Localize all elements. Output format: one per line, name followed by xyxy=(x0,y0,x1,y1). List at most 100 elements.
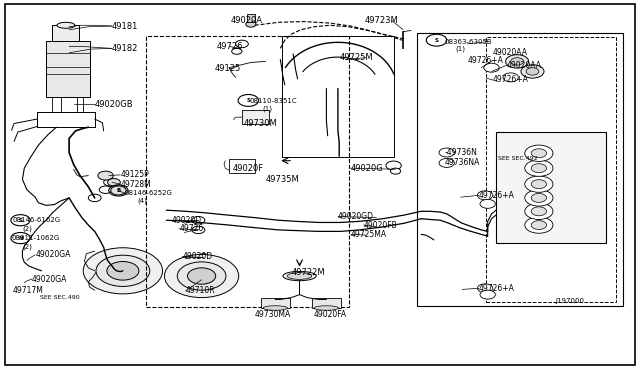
Circle shape xyxy=(439,148,454,157)
Text: 49723M: 49723M xyxy=(365,16,399,25)
Text: 49020AA: 49020AA xyxy=(507,61,542,70)
Circle shape xyxy=(477,191,493,200)
Circle shape xyxy=(480,199,495,208)
Circle shape xyxy=(164,254,239,298)
Circle shape xyxy=(83,248,163,294)
Ellipse shape xyxy=(263,306,287,310)
Text: 49125: 49125 xyxy=(214,64,241,73)
Text: 49722M: 49722M xyxy=(291,268,325,277)
Text: -49736N: -49736N xyxy=(445,148,477,157)
Text: 49726: 49726 xyxy=(179,224,204,233)
Circle shape xyxy=(480,290,495,299)
Text: 49725MA: 49725MA xyxy=(351,230,387,239)
Circle shape xyxy=(484,63,499,72)
Text: 49736NA: 49736NA xyxy=(445,158,480,167)
Text: 49728M: 49728M xyxy=(120,180,151,189)
Circle shape xyxy=(232,48,242,54)
Circle shape xyxy=(177,262,226,290)
Circle shape xyxy=(104,179,116,186)
Text: 49020A: 49020A xyxy=(230,16,262,25)
Circle shape xyxy=(531,180,547,189)
Circle shape xyxy=(111,186,126,195)
Text: 49730M: 49730M xyxy=(243,119,277,128)
Text: (1): (1) xyxy=(456,46,466,52)
Bar xyxy=(282,36,394,157)
Text: 49181: 49181 xyxy=(112,22,138,31)
Bar xyxy=(312,298,341,308)
Text: 49020GB: 49020GB xyxy=(95,100,133,109)
Text: S: S xyxy=(435,38,438,43)
Circle shape xyxy=(88,194,101,202)
Text: 49020D: 49020D xyxy=(172,216,202,225)
Circle shape xyxy=(192,226,205,234)
Circle shape xyxy=(96,255,150,286)
Circle shape xyxy=(246,21,256,27)
Circle shape xyxy=(98,171,113,180)
Text: N: N xyxy=(18,235,23,241)
Ellipse shape xyxy=(283,272,316,280)
Text: 49182: 49182 xyxy=(112,44,138,53)
Circle shape xyxy=(503,73,518,82)
Circle shape xyxy=(390,168,401,174)
Circle shape xyxy=(108,179,120,186)
Text: 49020GA: 49020GA xyxy=(35,250,70,259)
Circle shape xyxy=(531,207,547,216)
Text: 49020FB: 49020FB xyxy=(364,221,397,230)
Bar xyxy=(146,36,349,307)
Text: 49726+A: 49726+A xyxy=(479,191,515,200)
Circle shape xyxy=(531,193,547,202)
Text: 08363-6305B: 08363-6305B xyxy=(445,39,492,45)
Text: J197000: J197000 xyxy=(556,298,584,304)
Text: 08146-6252G: 08146-6252G xyxy=(125,190,173,196)
Ellipse shape xyxy=(57,22,75,28)
Bar xyxy=(229,159,255,173)
Text: 08146-6162G: 08146-6162G xyxy=(13,217,61,223)
Bar xyxy=(52,25,79,41)
Text: 49020FA: 49020FA xyxy=(314,310,347,319)
Text: 49726: 49726 xyxy=(216,42,243,51)
Circle shape xyxy=(525,145,553,161)
Text: (4): (4) xyxy=(138,198,147,204)
Text: 49726+A: 49726+A xyxy=(467,56,503,65)
Text: (2): (2) xyxy=(22,225,32,232)
Circle shape xyxy=(531,164,547,173)
Ellipse shape xyxy=(287,273,312,279)
Bar xyxy=(247,14,255,22)
Circle shape xyxy=(236,40,248,48)
Text: 49125P: 49125P xyxy=(120,170,149,179)
Text: 08911-1062G: 08911-1062G xyxy=(12,235,60,241)
Circle shape xyxy=(525,217,553,233)
Circle shape xyxy=(531,149,547,158)
Text: 49725M: 49725M xyxy=(339,53,373,62)
Circle shape xyxy=(506,55,529,68)
Bar xyxy=(402,31,403,48)
Bar xyxy=(417,33,623,306)
Text: S: S xyxy=(19,218,22,223)
Text: 49020D: 49020D xyxy=(182,252,212,261)
Text: 49020GA: 49020GA xyxy=(32,275,67,283)
Circle shape xyxy=(188,268,216,284)
Text: S: S xyxy=(246,98,250,103)
Text: 49735M: 49735M xyxy=(266,175,300,184)
Text: 49726+A: 49726+A xyxy=(493,76,529,84)
Text: 49020AA: 49020AA xyxy=(493,48,528,57)
Circle shape xyxy=(511,58,524,65)
Text: 49020G: 49020G xyxy=(351,164,383,173)
Circle shape xyxy=(525,160,553,176)
Text: SEE SEC.492: SEE SEC.492 xyxy=(498,155,538,161)
Circle shape xyxy=(531,221,547,230)
Bar xyxy=(496,132,606,243)
Circle shape xyxy=(197,254,210,261)
Text: 08110-8351C: 08110-8351C xyxy=(250,98,297,104)
Bar xyxy=(46,41,90,97)
Circle shape xyxy=(525,190,553,206)
Circle shape xyxy=(477,284,493,293)
Circle shape xyxy=(526,68,539,75)
Bar xyxy=(486,37,616,302)
Circle shape xyxy=(439,158,454,167)
Circle shape xyxy=(99,186,112,193)
Text: 49726+A: 49726+A xyxy=(479,284,515,293)
Ellipse shape xyxy=(314,306,339,310)
Text: 49730MA: 49730MA xyxy=(255,310,291,319)
Circle shape xyxy=(521,65,544,78)
